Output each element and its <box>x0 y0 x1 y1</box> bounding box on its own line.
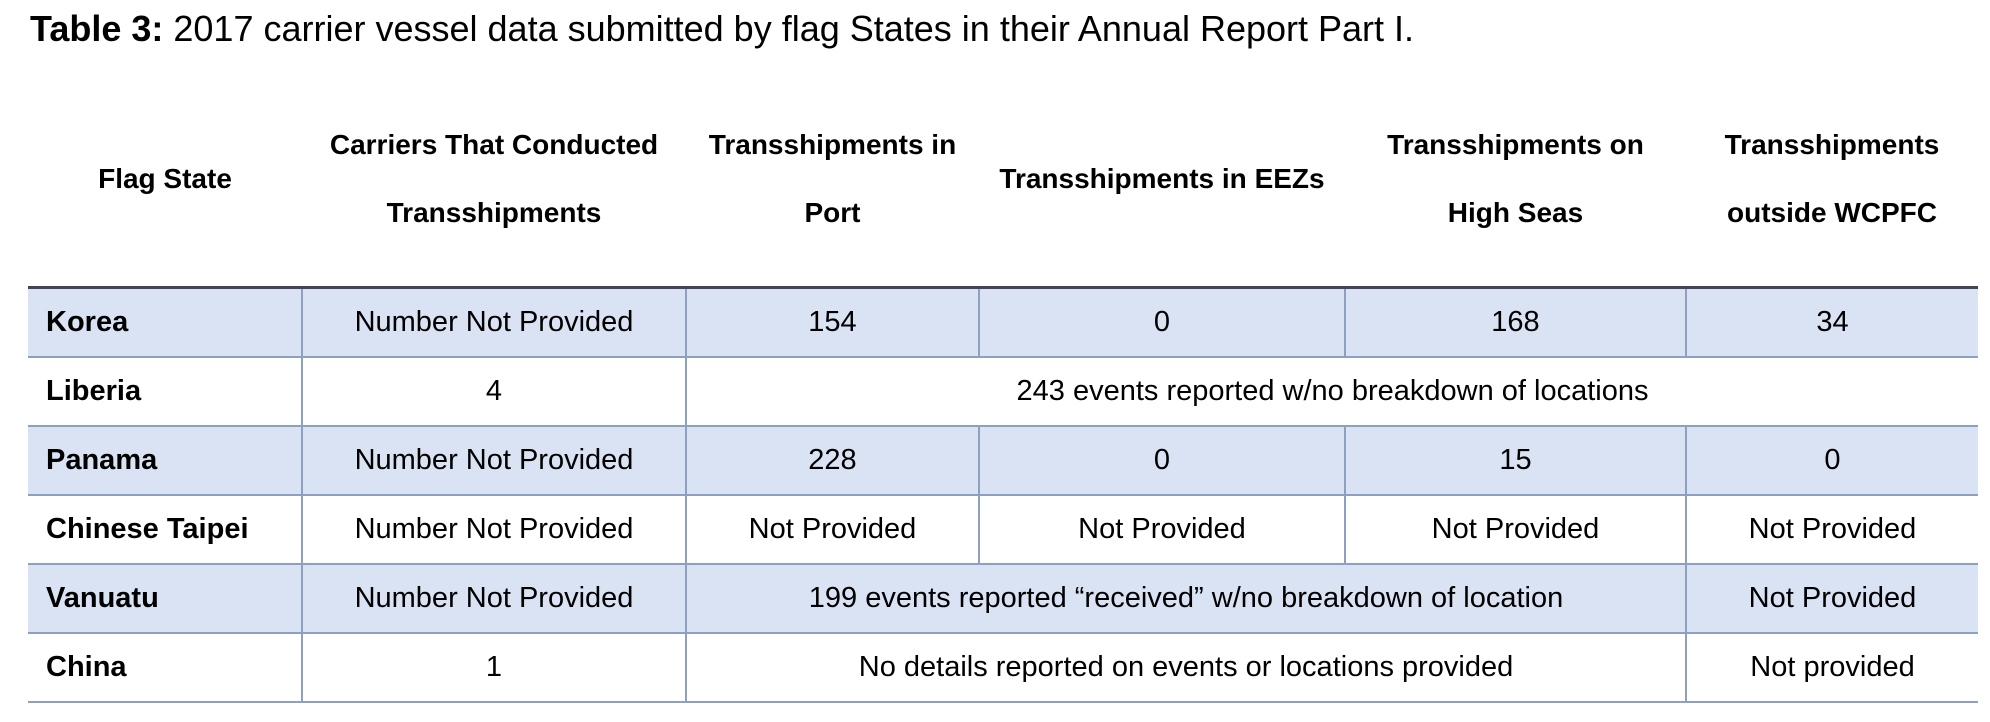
cell: No details reported on events or locatio… <box>685 633 1686 703</box>
cell: 228 <box>685 426 979 496</box>
cell: 15 <box>1344 426 1686 496</box>
cell: 154 <box>685 287 979 358</box>
cell: Not Provided <box>1685 564 1978 634</box>
cell: Number Not Provided <box>301 287 686 358</box>
cell: Number Not Provided <box>301 426 686 496</box>
row: Chinese Taipei Number Not Provided Not P… <box>28 495 1978 565</box>
cell: 4 <box>301 357 686 427</box>
header-cell: Transshipments in EEZs <box>979 72 1345 289</box>
cell: 0 <box>1685 426 1978 496</box>
cell: Number Not Provided <box>301 495 686 565</box>
cell: Korea <box>28 287 302 358</box>
header-row: Flag State Carriers That Conducted Trans… <box>28 72 1978 289</box>
title-text: 2017 carrier vessel data submitted by fl… <box>173 8 1415 49</box>
cell: 34 <box>1685 287 1978 358</box>
cell: 243 events reported w/no breakdown of lo… <box>685 357 1978 427</box>
table-title: Table 3: 2017 carrier vessel data submit… <box>30 8 1414 50</box>
cell: Number Not Provided <box>301 564 686 634</box>
cell: Panama <box>28 426 302 496</box>
cell: Not Provided <box>1344 495 1686 565</box>
cell: Vanuatu <box>28 564 302 634</box>
cell: 199 events reported “received” w/no brea… <box>685 564 1686 634</box>
cell: Liberia <box>28 357 302 427</box>
header-cell: Transshipments outside WCPFC <box>1686 72 1978 289</box>
cell: Not Provided <box>978 495 1345 565</box>
row: Liberia 4 243 events reported w/no break… <box>28 357 1978 427</box>
header-cell: Transshipments in Port <box>686 72 979 289</box>
cell: Not provided <box>1685 633 1978 703</box>
cell: China <box>28 633 302 703</box>
row: China 1 No details reported on events or… <box>28 633 1978 703</box>
title-label: Table 3: <box>30 8 164 49</box>
cell: 0 <box>978 287 1345 358</box>
cell: 168 <box>1344 287 1686 358</box>
cell: Not Provided <box>685 495 979 565</box>
cell: Chinese Taipei <box>28 495 302 565</box>
cell: Not Provided <box>1685 495 1978 565</box>
header-cell: Carriers That Conducted Transshipments <box>302 72 686 289</box>
header-cell: Flag State <box>28 72 302 289</box>
carrier-table: Flag State Carriers That Conducted Trans… <box>28 72 1978 703</box>
row: Panama Number Not Provided 228 0 15 0 <box>28 426 1978 496</box>
row: Korea Number Not Provided 154 0 168 34 <box>28 287 1978 358</box>
row: Vanuatu Number Not Provided 199 events r… <box>28 564 1978 634</box>
cell: 1 <box>301 633 686 703</box>
header-cell: Transshipments on High Seas <box>1345 72 1686 289</box>
cell: 0 <box>978 426 1345 496</box>
